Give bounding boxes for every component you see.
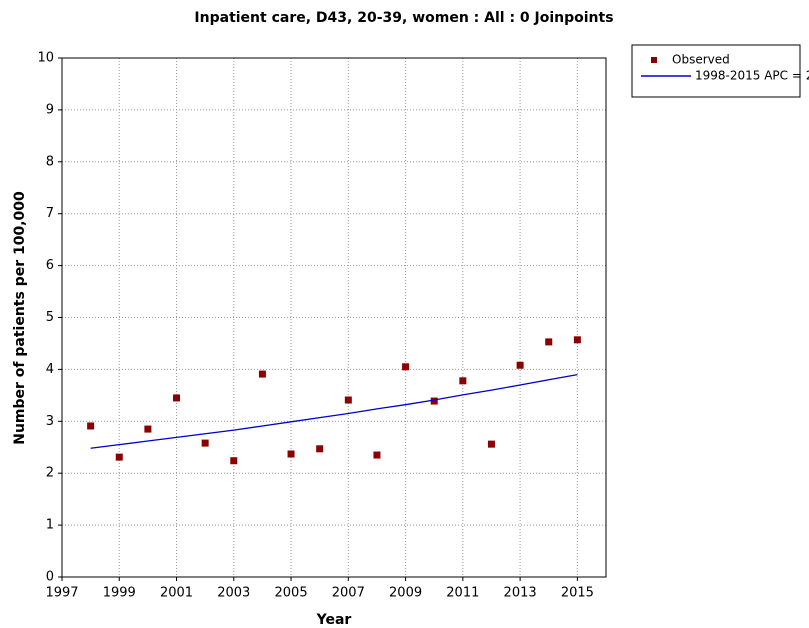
x-tick-label: 2001 bbox=[160, 586, 193, 601]
observed-point bbox=[144, 425, 152, 433]
x-tick-label: 2011 bbox=[446, 586, 479, 601]
y-tick-label: 8 bbox=[46, 154, 54, 169]
observed-point bbox=[115, 453, 123, 461]
x-tick-label: 1997 bbox=[45, 586, 78, 601]
x-tick-label: 2009 bbox=[389, 586, 422, 601]
observed-point bbox=[516, 361, 524, 369]
x-tick-label: 2015 bbox=[561, 586, 594, 601]
x-tick-label: 2003 bbox=[217, 586, 250, 601]
observed-point bbox=[287, 450, 295, 458]
trend-line bbox=[90, 373, 578, 449]
y-tick-label: 6 bbox=[46, 258, 54, 273]
y-tick-label: 0 bbox=[46, 570, 54, 585]
y-tick-label: 1 bbox=[46, 518, 54, 533]
observed-point bbox=[173, 394, 181, 402]
observed-point bbox=[402, 363, 410, 371]
legend-marker bbox=[651, 57, 657, 63]
legend-label: 1998-2015 APC = 2.70^ bbox=[695, 69, 809, 83]
y-tick-label: 4 bbox=[46, 362, 54, 377]
y-tick-label: 9 bbox=[46, 102, 54, 117]
y-tick-label: 7 bbox=[46, 206, 54, 221]
observed-point bbox=[258, 370, 266, 378]
observed-point bbox=[373, 451, 381, 459]
chart-title: Inpatient care, D43, 20-39, women : All … bbox=[194, 10, 613, 26]
observed-point bbox=[573, 336, 581, 344]
x-tick-label: 2005 bbox=[275, 586, 308, 601]
y-axis-label: Number of patients per 100,000 bbox=[12, 191, 28, 445]
observed-point bbox=[487, 440, 495, 448]
plot-frame bbox=[61, 57, 607, 578]
observed-point bbox=[316, 445, 324, 453]
x-tick-label: 1999 bbox=[103, 586, 136, 601]
observed-point bbox=[430, 397, 438, 405]
y-tick-label: 5 bbox=[46, 310, 54, 325]
observed-point bbox=[230, 457, 238, 465]
y-tick-label: 10 bbox=[37, 51, 54, 66]
observed-point bbox=[459, 377, 467, 385]
observed-point bbox=[344, 396, 352, 404]
x-tick-label: 2007 bbox=[332, 586, 365, 601]
observed-point bbox=[201, 439, 209, 447]
y-tick-label: 2 bbox=[46, 466, 54, 481]
y-tick-label: 3 bbox=[46, 414, 54, 429]
x-tick-label: 2013 bbox=[504, 586, 537, 601]
observed-point bbox=[545, 338, 553, 346]
legend-label: Observed bbox=[672, 53, 730, 67]
x-axis-label: Year bbox=[316, 612, 352, 628]
legend-box bbox=[631, 44, 801, 98]
observed-point bbox=[87, 422, 95, 430]
